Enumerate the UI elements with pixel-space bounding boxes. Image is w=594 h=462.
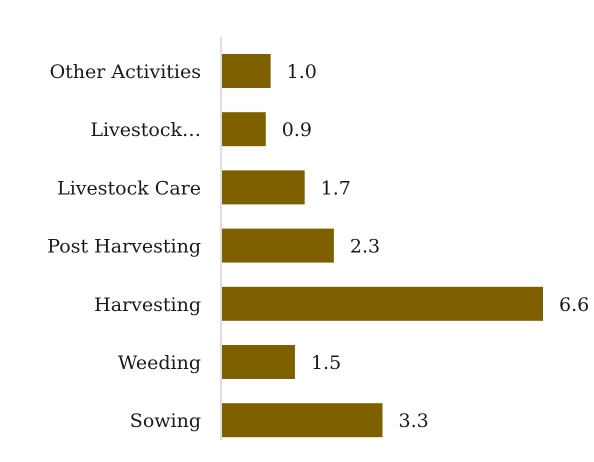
category-label: Other Activities: [50, 61, 201, 83]
plot-area: Other Activities 1.0 Livestock… 0.9 Livestoc…: [47, 37, 589, 440]
bar: [222, 345, 295, 379]
data-label: 2.3: [350, 236, 380, 258]
category-label: Livestock Care: [57, 177, 201, 199]
data-label: 1.5: [311, 352, 341, 374]
bar: [222, 286, 543, 321]
data-label: 1.0: [287, 61, 317, 83]
bar: [222, 54, 271, 88]
data-label: 6.6: [559, 294, 589, 316]
bar: [222, 403, 383, 438]
category-label: Harvesting: [94, 294, 201, 316]
category-label: Sowing: [130, 410, 201, 432]
bar: [222, 228, 334, 263]
category-label: Post Harvesting: [47, 236, 201, 258]
data-label: 1.7: [321, 177, 351, 199]
category-label: Weeding: [118, 352, 201, 374]
bar: [222, 170, 305, 205]
data-label: 0.9: [282, 119, 312, 141]
data-label: 3.3: [399, 410, 429, 432]
bar: [222, 112, 266, 147]
category-label: Livestock…: [90, 119, 201, 141]
